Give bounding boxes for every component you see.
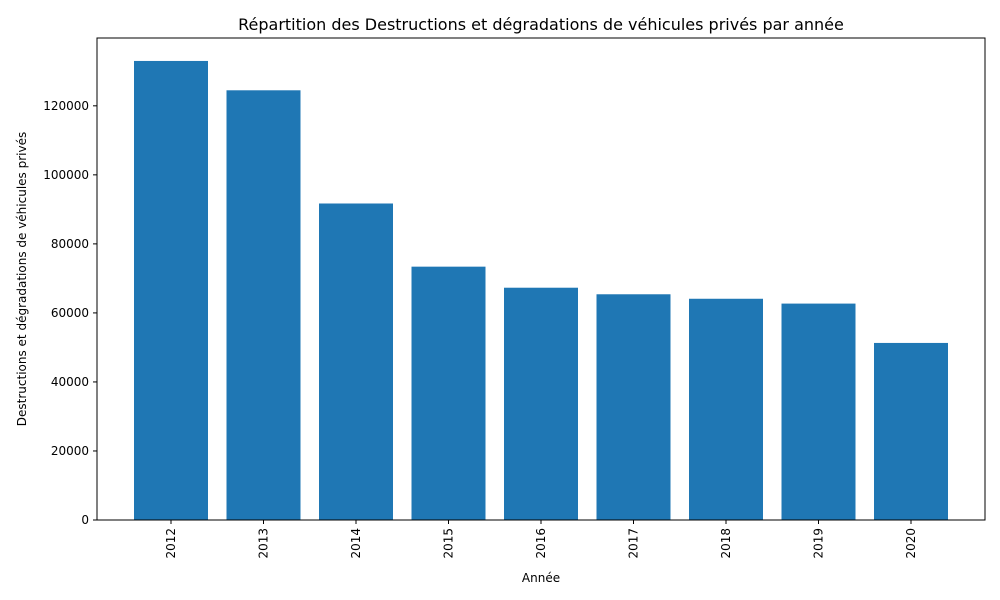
y-tick-label: 20000 [51,444,89,458]
y-tick-label: 40000 [51,375,89,389]
y-tick-label: 120000 [43,99,89,113]
x-tick-label: 2014 [349,528,363,559]
bar-2019 [781,303,856,520]
y-axis-label: Destructions et dégradations de véhicule… [15,132,29,426]
bar-2012 [134,60,208,520]
bar-2016 [504,287,578,520]
bar-2020 [874,342,948,520]
x-tick-label: 2020 [904,528,918,559]
bar-2017 [596,294,671,520]
y-tick-label: 60000 [51,306,89,320]
x-axis: 2012 2013 2014 2015 2016 2017 2018 2019 2020 [164,520,918,559]
x-tick-label: 2019 [812,528,826,559]
bars [134,60,948,520]
bar-2018 [689,298,763,520]
x-tick-label: 2017 [627,528,641,559]
x-axis-label: Année [522,571,560,585]
y-axis: 0 20000 40000 60000 80000 100000 120000 [43,99,97,527]
x-tick-label: 2012 [164,528,178,559]
x-tick-label: 2018 [719,528,733,559]
bar-2013 [226,90,301,520]
chart-title: Répartition des Destructions et dégradat… [238,15,844,34]
x-tick-label: 2015 [442,528,456,559]
bar-2014 [319,203,393,520]
y-tick-label: 100000 [43,168,89,182]
x-tick-label: 2016 [534,528,548,559]
y-tick-label: 0 [81,513,89,527]
x-tick-label: 2013 [257,528,271,559]
y-tick-label: 80000 [51,237,89,251]
bar-2015 [411,266,486,520]
